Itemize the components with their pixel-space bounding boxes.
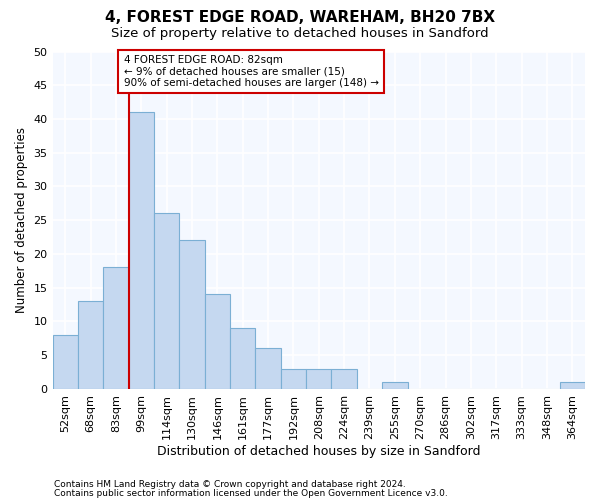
Bar <box>53 335 78 389</box>
Bar <box>179 240 205 389</box>
Bar <box>230 328 256 389</box>
Y-axis label: Number of detached properties: Number of detached properties <box>15 127 28 313</box>
Bar <box>256 348 281 389</box>
Text: Contains public sector information licensed under the Open Government Licence v3: Contains public sector information licen… <box>54 489 448 498</box>
Bar <box>128 112 154 389</box>
Text: 4 FOREST EDGE ROAD: 82sqm
← 9% of detached houses are smaller (15)
90% of semi-d: 4 FOREST EDGE ROAD: 82sqm ← 9% of detach… <box>124 55 379 88</box>
Bar <box>560 382 585 389</box>
Bar <box>205 294 230 389</box>
Bar <box>331 368 357 389</box>
Text: 4, FOREST EDGE ROAD, WAREHAM, BH20 7BX: 4, FOREST EDGE ROAD, WAREHAM, BH20 7BX <box>105 10 495 25</box>
Text: Size of property relative to detached houses in Sandford: Size of property relative to detached ho… <box>111 28 489 40</box>
Bar <box>78 301 103 389</box>
X-axis label: Distribution of detached houses by size in Sandford: Distribution of detached houses by size … <box>157 444 481 458</box>
Bar <box>281 368 306 389</box>
Bar <box>103 268 128 389</box>
Text: Contains HM Land Registry data © Crown copyright and database right 2024.: Contains HM Land Registry data © Crown c… <box>54 480 406 489</box>
Bar <box>306 368 331 389</box>
Bar <box>154 214 179 389</box>
Bar <box>382 382 407 389</box>
